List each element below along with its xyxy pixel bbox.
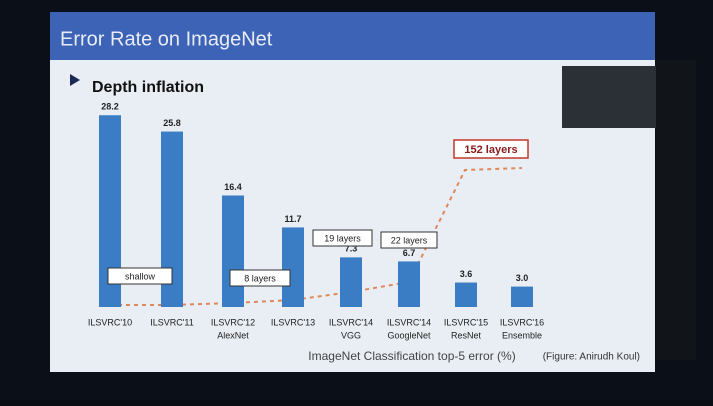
bar <box>511 286 533 307</box>
side-toolbar <box>656 60 696 360</box>
value-label: 3.6 <box>460 269 473 279</box>
x-tick-label: ILSVRC'11 <box>150 317 194 327</box>
bar <box>161 131 183 307</box>
value-label: 11.7 <box>284 214 301 224</box>
source: (Figure: Anirudh Koul) <box>543 352 640 363</box>
value-label: 7.3 <box>345 244 358 254</box>
x-tick-label: ILSVRC'16 <box>500 317 544 327</box>
value-label: 6.7 <box>403 248 416 258</box>
annotation: shallow <box>125 271 156 281</box>
subtitle: Depth inflation <box>92 79 204 96</box>
slide <box>50 12 655 372</box>
value-label: 25.8 <box>163 118 181 128</box>
x-tick-sublabel: VGG <box>341 330 361 340</box>
bar <box>222 195 244 307</box>
value-label: 28.2 <box>101 102 119 112</box>
annotation-box <box>453 139 529 159</box>
x-tick-label: ILSVRC'13 <box>271 317 315 327</box>
value-label: 3.0 <box>516 273 529 283</box>
bar <box>340 257 362 307</box>
x-axis-label: ImageNet Classification top-5 error (%) <box>308 349 515 363</box>
annotation-box <box>312 229 373 247</box>
webcam-inset <box>562 66 672 128</box>
annotation: 19 layers <box>324 233 361 243</box>
x-tick-sublabel: Ensemble <box>502 330 542 340</box>
x-tick-sublabel: ResNet <box>451 330 482 340</box>
x-tick-label: ILSVRC'15 <box>444 317 488 327</box>
annotation-box <box>229 269 291 287</box>
x-tick-label: ILSVRC'14 <box>329 317 373 327</box>
bar <box>398 261 420 307</box>
annotation: 22 layers <box>391 235 428 245</box>
bar <box>455 282 477 307</box>
annotation-box <box>107 267 173 285</box>
bar <box>282 227 304 307</box>
value-label: 16.4 <box>224 182 242 192</box>
annotation: 8 layers <box>244 273 276 283</box>
bar <box>99 115 121 308</box>
title-bar <box>50 12 655 60</box>
x-tick-sublabel: GoogleNet <box>387 330 431 340</box>
x-tick-label: ILSVRC'12 <box>211 317 255 327</box>
annotation: 152 layers <box>464 144 517 156</box>
x-tick-sublabel: AlexNet <box>217 330 249 340</box>
x-tick-label: ILSVRC'10 <box>88 317 132 327</box>
annotation-box <box>380 231 438 249</box>
bullet <box>70 74 80 86</box>
chart-title: Error Rate on ImageNet <box>60 28 273 50</box>
x-tick-label: ILSVRC'14 <box>387 317 431 327</box>
